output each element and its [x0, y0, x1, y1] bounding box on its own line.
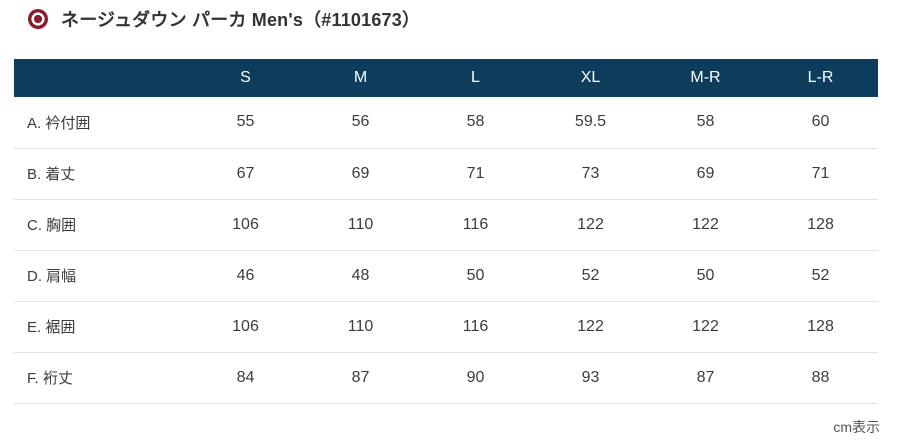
measurement-value: 56: [351, 113, 370, 131]
measurement-value: 69: [351, 164, 370, 182]
measurement-label: F. 裄丈: [27, 370, 73, 387]
measurement-value: 116: [462, 317, 489, 335]
measurement-value: 67: [236, 164, 255, 182]
bullseye-icon: [28, 9, 48, 29]
page-title: ネージュダウン パーカ Men's（#1101673）: [61, 10, 421, 30]
measurement-value: 60: [811, 113, 830, 131]
table-row: B. 着丈 67 69 71 73 69 71: [14, 148, 878, 199]
measurement-value: 122: [692, 317, 719, 335]
size-column-header: S: [188, 59, 303, 97]
measurement-label: C. 胸囲: [27, 217, 77, 234]
size-chart-table: S M L XL M-R L-R A. 衿付囲 55 56 58 59.5 58 60 B. 着丈 67 6…: [14, 59, 878, 404]
size-column-header: M-R: [648, 59, 763, 97]
measurement-value: 93: [581, 368, 600, 386]
size-column-header: L: [418, 59, 533, 97]
measurement-value: 50: [696, 266, 715, 284]
table-row: E. 裾囲 106 110 116 122 122 128: [14, 301, 878, 352]
measurement-value: 122: [577, 317, 604, 335]
size-column-header: L-R: [763, 59, 878, 97]
measurement-label: D. 肩幅: [27, 268, 77, 285]
measurement-value: 87: [351, 368, 370, 386]
size-column-header: XL: [533, 59, 648, 97]
measurement-value: 71: [466, 164, 485, 182]
table-row: C. 胸囲 106 110 116 122 122 128: [14, 199, 878, 250]
measurement-label: B. 着丈: [27, 166, 76, 183]
measurement-value: 128: [807, 317, 834, 335]
measurement-value: 69: [696, 164, 715, 182]
table-row: D. 肩幅 46 48 50 52 50 52: [14, 250, 878, 301]
measurement-value: 48: [351, 266, 370, 284]
measurement-value: 128: [807, 215, 834, 233]
measurement-label: E. 裾囲: [27, 319, 76, 336]
measurement-value: 58: [696, 113, 715, 131]
measurement-value: 110: [347, 317, 374, 335]
measurement-value: 116: [462, 215, 489, 233]
product-title-bar: ネージュダウン パーカ Men's（#1101673）: [28, 6, 420, 32]
measurement-value: 59.5: [574, 113, 607, 131]
measurement-value: 50: [466, 266, 485, 284]
measurement-value: 52: [811, 266, 830, 284]
corner-cell: [14, 59, 188, 97]
measurement-value: 106: [232, 317, 259, 335]
measurement-value: 122: [692, 215, 719, 233]
measurement-value: 58: [466, 113, 485, 131]
size-chart-body: A. 衿付囲 55 56 58 59.5 58 60 B. 着丈 67 69 71 73 69 71 C. …: [14, 97, 878, 403]
measurement-value: 110: [347, 215, 374, 233]
measurement-value: 106: [232, 215, 259, 233]
measurement-value: 87: [696, 368, 715, 386]
measurement-value: 88: [811, 368, 830, 386]
measurement-value: 73: [581, 164, 600, 182]
measurement-value: 84: [236, 368, 255, 386]
size-chart-container: S M L XL M-R L-R A. 衿付囲 55 56 58 59.5 58 60 B. 着丈 67 6…: [14, 59, 878, 404]
measurement-value: 71: [811, 164, 830, 182]
measurement-value: 46: [236, 266, 255, 284]
measurement-label: A. 衿付囲: [27, 114, 91, 132]
measurement-value: 90: [466, 368, 485, 386]
measurement-value: 55: [236, 113, 255, 131]
table-row: A. 衿付囲 55 56 58 59.5 58 60: [14, 97, 878, 148]
size-chart-header-row: S M L XL M-R L-R: [14, 59, 878, 97]
measurement-value: 52: [581, 266, 600, 284]
measurement-value: 122: [577, 215, 604, 233]
size-column-header: M: [303, 59, 418, 97]
table-row: F. 裄丈 84 87 90 93 87 88: [14, 352, 878, 403]
unit-note: cm表示: [833, 419, 880, 435]
